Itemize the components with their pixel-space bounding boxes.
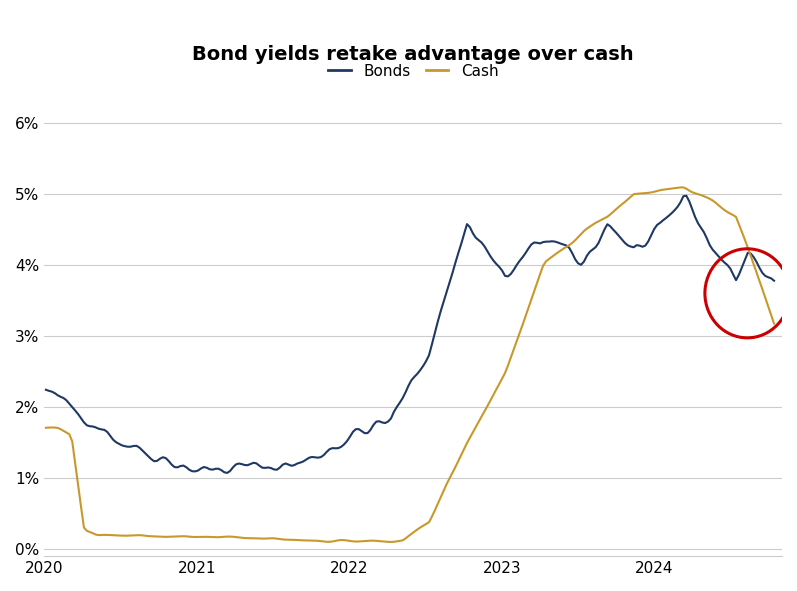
Line: Cash: Cash bbox=[46, 187, 774, 542]
Line: Bonds: Bonds bbox=[46, 196, 774, 473]
Legend: Bonds, Cash: Bonds, Cash bbox=[322, 57, 505, 85]
Title: Bond yields retake advantage over cash: Bond yields retake advantage over cash bbox=[192, 44, 634, 64]
